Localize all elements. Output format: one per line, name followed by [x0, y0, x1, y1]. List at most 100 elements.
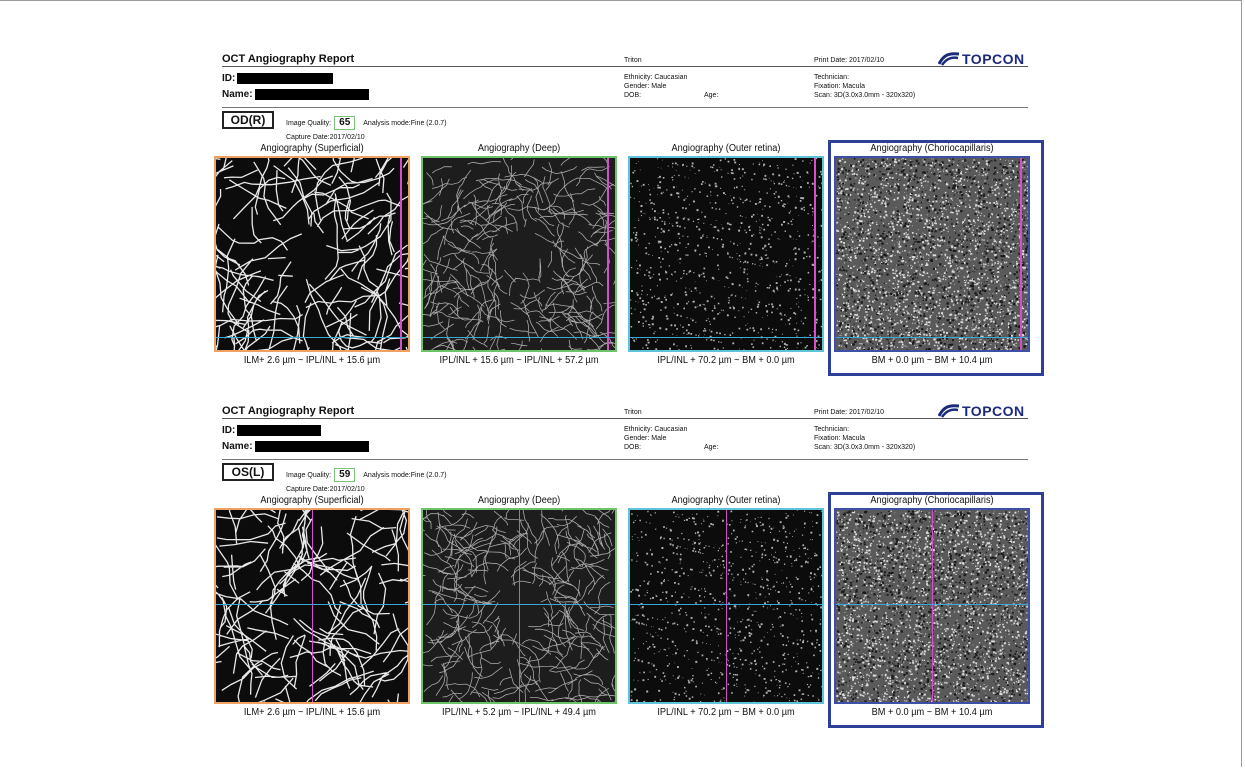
id-label: ID: — [222, 425, 236, 437]
name-redaction — [254, 89, 369, 100]
topcon-logo: TOPCON — [938, 403, 1025, 419]
id-redaction — [237, 73, 334, 84]
id-label: ID: — [222, 73, 236, 85]
analysis-mode: Analysis mode:Fine (2.0.7) — [363, 119, 447, 127]
report-od: OCT Angiography Report Triton Print Date… — [214, 50, 1044, 430]
panel-choriocapillaris: Angiography (Choriocapillaris) BM + 0.0 … — [834, 494, 1030, 720]
highlight-box — [828, 492, 1044, 728]
logo-text: TOPCON — [962, 51, 1025, 67]
report-title: OCT Angiography Report — [222, 405, 355, 417]
topcon-logo: TOPCON — [938, 51, 1025, 67]
report-os: OCT Angiography Report Triton Print Date… — [214, 402, 1044, 782]
horizontal-scan-line — [216, 604, 408, 606]
panel-outer-retina: Angiography (Outer retina) IPL/INL + 70.… — [628, 142, 824, 368]
topcon-swoosh-icon — [938, 52, 960, 66]
vertical-scan-line — [932, 510, 934, 702]
panel-title: Angiography (Deep) — [477, 143, 561, 154]
panel-caption: BM + 0.0 µm ~ BM + 10.4 µm — [871, 355, 993, 366]
angiography-texture — [216, 158, 408, 350]
patient-name: Name: — [222, 89, 369, 100]
angiography-image — [628, 156, 824, 352]
angiography-image — [834, 508, 1030, 704]
scan-info: Technician: Fixation: Macula Scan: 3D(3.… — [814, 425, 915, 452]
panel-superficial: Angiography (Superficial) ILM+ 2.6 µm ~ … — [214, 494, 410, 720]
technician: Technician: — [814, 74, 850, 81]
age: Age: — [704, 444, 719, 451]
quality-meta: Image Quality: 65 Analysis mode:Fine (2.0.… — [286, 116, 447, 130]
panel-caption: IPL/INL + 15.6 µm ~ IPL/INL + 57.2 µm — [439, 355, 599, 366]
image-quality-value: 65 — [334, 116, 356, 130]
image-quality-value: 59 — [334, 468, 356, 482]
panel-caption: ILM+ 2.6 µm ~ IPL/INL + 15.6 µm — [243, 355, 381, 366]
name-label: Name: — [222, 89, 253, 101]
vertical-scan-line — [400, 158, 402, 350]
scan-info: Technician: Fixation: Macula Scan: 3D(3.… — [814, 73, 915, 100]
fixation: Fixation: Macula — [814, 83, 865, 90]
report-title: OCT Angiography Report — [222, 53, 355, 65]
age: Age: — [704, 92, 719, 99]
demographics: Ethnicity: Caucasian Gender: Male DOB: Ag… — [624, 425, 804, 452]
page-frame — [0, 0, 1242, 767]
patient-id: ID: — [222, 73, 334, 85]
patient-id: ID: — [222, 425, 322, 437]
panel-caption: IPL/INL + 5.2 µm ~ IPL/INL + 49.4 µm — [442, 707, 596, 718]
name-redaction — [254, 441, 369, 452]
image-quality-label: Image Quality: — [286, 471, 332, 479]
topcon-swoosh-icon — [938, 404, 960, 418]
panel-caption: IPL/INL + 70.2 µm ~ BM + 0.0 µm — [657, 707, 795, 718]
angiography-image — [214, 508, 410, 704]
image-quality-label: Image Quality: — [286, 119, 332, 127]
vertical-scan-line — [1020, 158, 1022, 350]
ethnicity: Ethnicity: Caucasian — [624, 74, 688, 81]
panel-title: Angiography (Superficial) — [260, 495, 364, 506]
angiography-image — [214, 156, 410, 352]
vertical-scan-line — [726, 510, 728, 702]
vertical-scan-line — [312, 510, 314, 702]
logo-text: TOPCON — [962, 403, 1025, 419]
patient-name: Name: — [222, 441, 369, 452]
id-redaction — [237, 425, 322, 436]
vertical-scan-line — [519, 510, 521, 702]
horizontal-scan-line — [216, 336, 408, 338]
panel-choriocapillaris: Angiography (Choriocapillaris) BM + 0.0 … — [834, 142, 1030, 368]
vertical-scan-line — [607, 158, 609, 350]
info-rule — [222, 459, 1028, 460]
panel-title: Angiography (Choriocapillaris) — [870, 143, 994, 154]
panel-deep: Angiography (Deep) IPL/INL + 15.6 µm ~ I… — [421, 142, 617, 368]
eye-badge: OS(L) — [222, 463, 274, 481]
horizontal-scan-line — [836, 336, 1028, 338]
horizontal-scan-line — [836, 604, 1028, 606]
angiography-image — [421, 156, 617, 352]
demographics: Ethnicity: Caucasian Gender: Male DOB: Ag… — [624, 73, 804, 100]
scan-settings: Scan: 3D(3.0x3.0mm - 320x320) — [814, 92, 916, 99]
horizontal-scan-line — [630, 336, 822, 338]
dob: DOB: — [624, 92, 642, 99]
header-rule — [222, 418, 1028, 419]
device-name: Triton — [624, 409, 642, 416]
quality-meta: Image Quality: 59 Analysis mode:Fine (2.0.… — [286, 468, 447, 482]
angiography-texture — [630, 158, 822, 350]
technician: Technician: — [814, 426, 850, 433]
panel-caption: BM + 0.0 µm ~ BM + 10.4 µm — [871, 707, 993, 718]
panel-title: Angiography (Superficial) — [260, 143, 364, 154]
panel-deep: Angiography (Deep) IPL/INL + 5.2 µm ~ IP… — [421, 494, 617, 720]
panel-title: Angiography (Choriocapillaris) — [870, 495, 994, 506]
panel-title: Angiography (Outer retina) — [671, 495, 781, 506]
angiography-texture — [423, 158, 615, 350]
horizontal-scan-line — [423, 604, 615, 606]
panel-superficial: Angiography (Superficial) ILM+ 2.6 µm ~ … — [214, 142, 410, 368]
name-label: Name: — [222, 441, 253, 453]
eye-badge: OD(R) — [222, 111, 274, 129]
horizontal-scan-line — [423, 336, 615, 338]
ethnicity: Ethnicity: Caucasian — [624, 426, 688, 433]
info-rule — [222, 107, 1028, 108]
device-name: Triton — [624, 57, 642, 64]
scan-settings: Scan: 3D(3.0x3.0mm - 320x320) — [814, 444, 916, 451]
print-date: Print Date: 2017/02/10 — [814, 409, 885, 416]
angiography-image — [628, 508, 824, 704]
panel-title: Angiography (Outer retina) — [671, 143, 781, 154]
angiography-image — [834, 156, 1030, 352]
highlight-box — [828, 140, 1044, 376]
vertical-scan-line — [814, 158, 816, 350]
panel-title: Angiography (Deep) — [477, 495, 561, 506]
